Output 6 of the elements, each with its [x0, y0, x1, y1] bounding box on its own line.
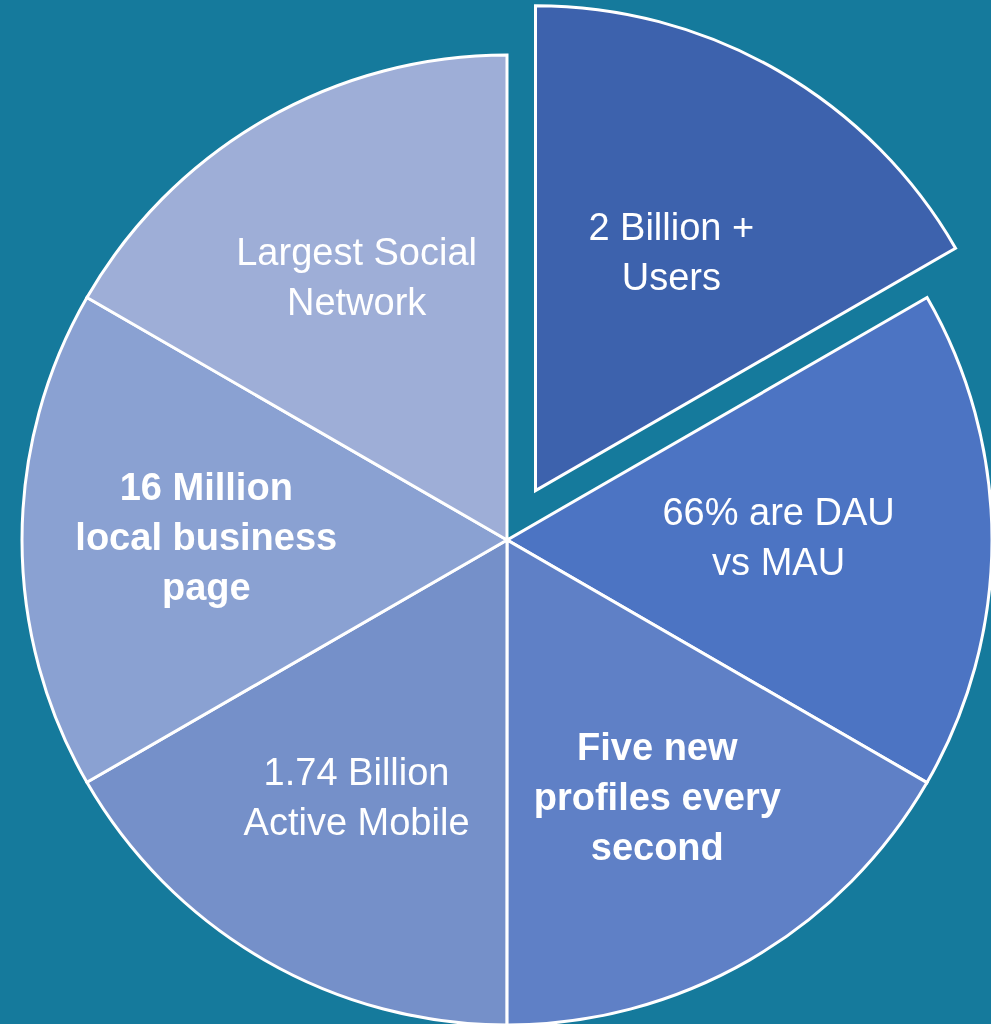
slice-label: 1.74 Billion Active Mobile	[243, 751, 470, 844]
slice-label: 2 Billion + Users	[588, 206, 755, 299]
slice-label: Five new profiles every second	[533, 726, 781, 869]
slice-label: 66% are DAU vs MAU	[662, 491, 895, 584]
slice-label: 16 Million local business page	[75, 465, 338, 608]
slice-label: Largest Social Network	[236, 230, 478, 323]
